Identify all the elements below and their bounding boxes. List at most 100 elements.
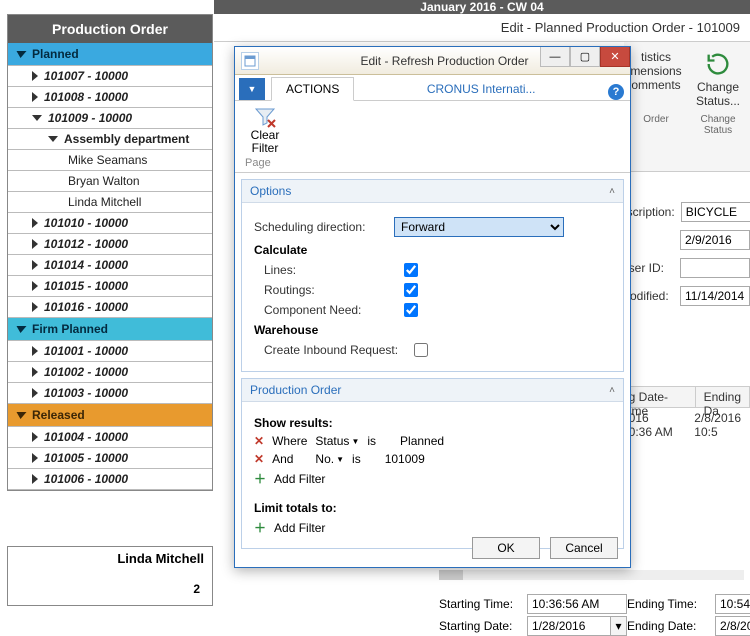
add-filter-label: Add Filter bbox=[274, 472, 325, 486]
chevron-right-icon bbox=[32, 346, 38, 356]
filter-row: ✕ Where Status ▼ is Planned bbox=[254, 434, 611, 448]
order-row[interactable]: 101012 - 10000 bbox=[8, 234, 212, 255]
order-row[interactable]: 101005 - 10000 bbox=[8, 448, 212, 469]
chevron-right-icon bbox=[32, 260, 38, 270]
chevron-up-icon: ˄ bbox=[609, 385, 615, 396]
chevron-right-icon bbox=[32, 281, 38, 291]
order-label: 101004 - 10000 bbox=[44, 430, 128, 444]
ending-date-label: Ending Date: bbox=[627, 619, 707, 633]
lines-checkbox[interactable] bbox=[404, 263, 418, 277]
scheduling-direction-select[interactable]: Forward bbox=[394, 217, 564, 237]
order-row[interactable]: 101004 - 10000 bbox=[8, 427, 212, 448]
dialog-titlebar[interactable]: Edit - Refresh Production Order — ▢ ✕ bbox=[235, 47, 630, 75]
order-label: 101003 - 10000 bbox=[44, 386, 128, 400]
order-row[interactable]: 101009 - 10000 bbox=[8, 108, 212, 129]
add-filter-row[interactable]: ＋ Add Filter bbox=[254, 470, 611, 487]
category-label: Firm Planned bbox=[32, 322, 108, 336]
plus-icon: ＋ bbox=[254, 519, 266, 536]
plus-icon: ＋ bbox=[254, 470, 266, 487]
order-label: 101001 - 10000 bbox=[44, 344, 128, 358]
remove-filter-icon[interactable]: ✕ bbox=[254, 452, 264, 466]
ribbon-comments-label[interactable]: omments bbox=[628, 78, 684, 92]
ending-date-input[interactable] bbox=[715, 616, 750, 636]
ribbon-stats-label[interactable]: tistics bbox=[628, 50, 684, 64]
remove-filter-icon[interactable]: ✕ bbox=[254, 434, 264, 448]
options-header[interactable]: Options ˄ bbox=[242, 180, 623, 203]
starting-time-input[interactable] bbox=[527, 594, 627, 614]
order-row[interactable]: 101006 - 10000 bbox=[8, 469, 212, 490]
description-input[interactable] bbox=[681, 202, 750, 222]
and-keyword: And bbox=[272, 452, 293, 466]
order-row[interactable]: 101015 - 10000 bbox=[8, 276, 212, 297]
cancel-button[interactable]: Cancel bbox=[550, 537, 618, 559]
person-row[interactable]: Bryan Walton bbox=[8, 171, 212, 192]
chevron-right-icon bbox=[32, 388, 38, 398]
filter-value[interactable]: Planned bbox=[400, 434, 444, 448]
ribbon-dimensions-label[interactable]: mensions bbox=[628, 64, 684, 78]
order-row[interactable]: 101002 - 10000 bbox=[8, 362, 212, 383]
col-ending-date[interactable]: Ending Da bbox=[696, 387, 750, 407]
options-header-label: Options bbox=[250, 184, 291, 198]
po-section-header[interactable]: Production Order ˄ bbox=[242, 379, 623, 402]
close-button[interactable]: ✕ bbox=[600, 47, 630, 67]
date-input[interactable] bbox=[680, 230, 750, 250]
help-icon[interactable]: ? bbox=[608, 84, 624, 100]
person-row[interactable]: Linda Mitchell bbox=[8, 192, 212, 213]
ribbon-change-status[interactable]: Change Status... Change Status bbox=[690, 50, 746, 163]
chevron-right-icon bbox=[32, 453, 38, 463]
is-keyword: is bbox=[352, 452, 361, 466]
ribbon-order-group: tistics mensions omments Order bbox=[628, 50, 684, 163]
chevron-down-icon bbox=[16, 51, 27, 58]
field-name: Status bbox=[315, 434, 349, 448]
person-row[interactable]: Mike Seamans bbox=[8, 150, 212, 171]
add-filter-label: Add Filter bbox=[274, 521, 325, 535]
order-row[interactable]: 101014 - 10000 bbox=[8, 255, 212, 276]
component-need-label: Component Need: bbox=[264, 303, 404, 317]
chevron-down-icon bbox=[48, 136, 58, 142]
person-label: Mike Seamans bbox=[68, 153, 147, 167]
category-planned[interactable]: Planned bbox=[8, 43, 212, 66]
component-need-checkbox[interactable] bbox=[404, 303, 418, 317]
clear-filter-button[interactable]: Clear Filter bbox=[245, 105, 285, 155]
refresh-icon bbox=[704, 50, 732, 78]
order-row[interactable]: 101007 - 10000 bbox=[8, 66, 212, 87]
tab-actions[interactable]: ACTIONS bbox=[271, 77, 354, 101]
add-filter-row[interactable]: ＋ Add Filter bbox=[254, 519, 611, 536]
lines-grid-row[interactable]: 2016 10:36 AM 2/8/2016 10:5 bbox=[614, 408, 750, 430]
userid-input[interactable] bbox=[680, 258, 750, 278]
order-row[interactable]: 101001 - 10000 bbox=[8, 341, 212, 362]
sidebar-title: Production Order bbox=[8, 15, 212, 43]
minimize-button[interactable]: — bbox=[540, 47, 570, 67]
starting-date-input[interactable] bbox=[527, 616, 611, 636]
date-picker-button[interactable]: ▾ bbox=[611, 616, 627, 636]
chevron-down-icon bbox=[16, 412, 27, 419]
field-selector[interactable]: No. ▼ bbox=[315, 452, 344, 466]
order-row[interactable]: 101003 - 10000 bbox=[8, 383, 212, 404]
chevron-right-icon bbox=[32, 474, 38, 484]
dialog-button-row: OK Cancel bbox=[472, 537, 618, 559]
order-row[interactable]: 101010 - 10000 bbox=[8, 213, 212, 234]
inbound-request-label: Create Inbound Request: bbox=[264, 343, 414, 357]
ending-time-input[interactable] bbox=[715, 594, 750, 614]
ending-time-label: Ending Time: bbox=[627, 597, 707, 611]
category-released[interactable]: Released bbox=[8, 404, 212, 427]
chevron-up-icon: ˄ bbox=[609, 186, 615, 197]
modified-input[interactable] bbox=[680, 286, 750, 306]
footer-count: 2 bbox=[16, 582, 204, 596]
scheduling-direction-label: Scheduling direction: bbox=[254, 220, 394, 234]
order-label: 101007 - 10000 bbox=[44, 69, 128, 83]
category-firm-planned[interactable]: Firm Planned bbox=[8, 318, 212, 341]
order-row[interactable]: 101016 - 10000 bbox=[8, 297, 212, 318]
field-selector[interactable]: Status ▼ bbox=[315, 434, 359, 448]
filter-value[interactable]: 101009 bbox=[385, 452, 425, 466]
ok-button[interactable]: OK bbox=[472, 537, 540, 559]
order-row[interactable]: 101008 - 10000 bbox=[8, 87, 212, 108]
department-row[interactable]: Assembly department bbox=[8, 129, 212, 150]
chevron-down-icon bbox=[16, 326, 27, 333]
inbound-request-checkbox[interactable] bbox=[414, 343, 428, 357]
person-label: Linda Mitchell bbox=[68, 195, 141, 209]
routings-checkbox[interactable] bbox=[404, 283, 418, 297]
maximize-button[interactable]: ▢ bbox=[570, 47, 600, 67]
file-menu-button[interactable]: ▼ bbox=[239, 78, 265, 100]
footer-info-panel: Linda Mitchell 2 bbox=[7, 546, 213, 606]
